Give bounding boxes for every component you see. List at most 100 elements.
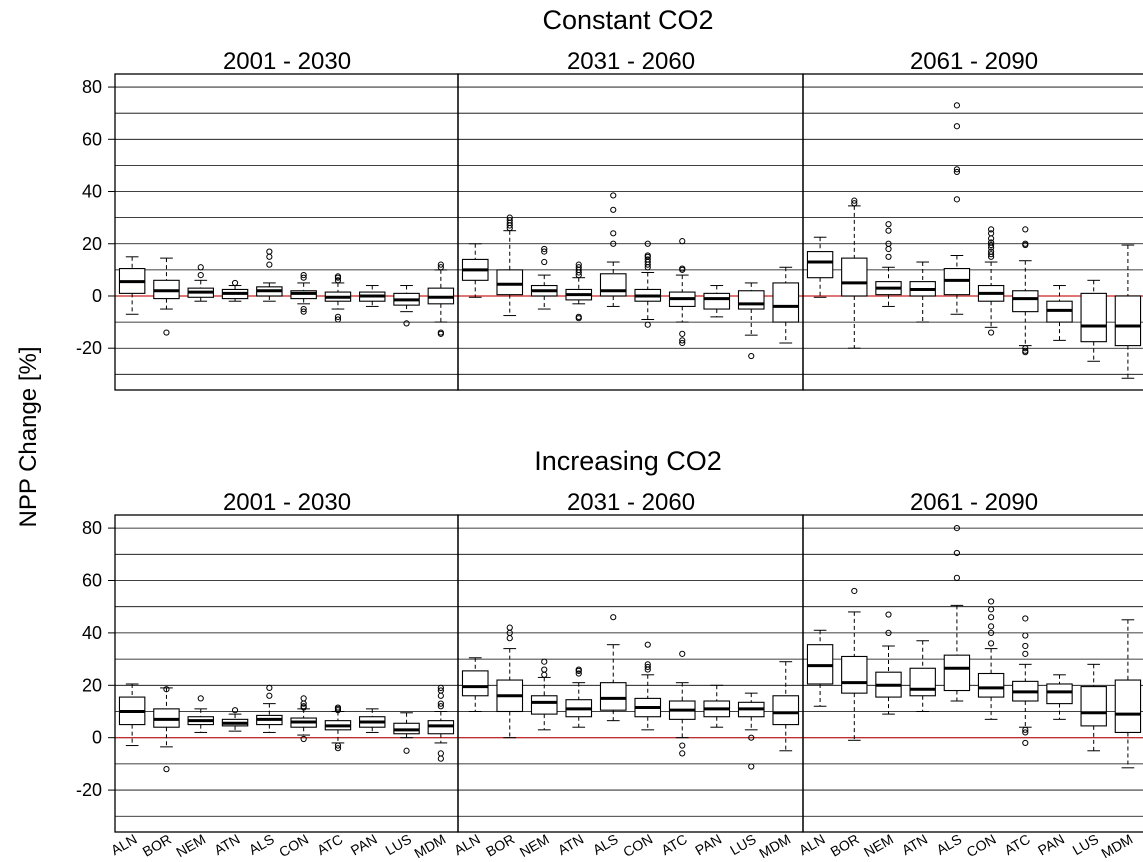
box: [737, 290, 765, 310]
box: [943, 654, 971, 692]
outlier-point: [403, 747, 410, 754]
outlier-point: [953, 166, 961, 173]
outlier-point: [644, 321, 651, 328]
outlier-point: [403, 320, 410, 327]
outlier-point: [644, 256, 651, 263]
x-category-label: CON: [620, 831, 655, 860]
outlier-point: [851, 587, 858, 595]
bottom-panel-3-label: 2061 - 2090: [910, 489, 1038, 516]
top-panel-3-label: 2061 - 2090: [910, 48, 1038, 75]
outlier-point: [610, 206, 617, 213]
box: [703, 292, 731, 310]
outlier-point: [300, 305, 307, 313]
outlier-point: [988, 248, 995, 255]
y-tick-label: 80: [82, 77, 102, 97]
x-category-label: MDM: [411, 831, 448, 862]
outlier-point: [437, 264, 444, 271]
outlier-point: [1022, 240, 1029, 247]
box: [496, 269, 524, 296]
outlier-point: [437, 700, 444, 707]
outlier-point: [679, 339, 686, 347]
outlier-point: [437, 330, 444, 337]
box: [909, 667, 936, 697]
outlier-point: [300, 695, 307, 702]
outlier-point: [541, 671, 548, 678]
x-category-label: MDM: [1098, 831, 1135, 862]
x-category-label: BOR: [828, 831, 862, 860]
box: [1046, 683, 1073, 705]
outlier-point: [300, 735, 307, 743]
outlier-point: [437, 692, 444, 699]
outlier-point: [644, 661, 651, 668]
outlier-point: [197, 264, 204, 271]
outlier-point: [953, 196, 961, 203]
top-chart: Constant CO2 2001 - 2030 2031 - 2060 206…: [223, 5, 1038, 75]
x-category-label: ATN: [899, 831, 930, 858]
y-tick-label: 40: [82, 623, 102, 643]
y-tick-label: 0: [92, 286, 102, 306]
bottom-chart-title: Increasing CO2: [534, 446, 722, 476]
outlier-point: [953, 549, 961, 557]
outlier-point: [437, 703, 444, 710]
outlier-point: [437, 755, 444, 762]
y-tick-label: 40: [82, 182, 102, 202]
outlier-point: [988, 235, 995, 242]
outlier-point: [1022, 345, 1029, 352]
outlier-point: [575, 264, 582, 271]
top-panel-1-label: 2001 - 2030: [223, 48, 351, 75]
outlier-point: [506, 217, 513, 224]
panel-frame: [802, 514, 1143, 833]
outlier-point: [953, 168, 961, 176]
outlier-point: [437, 684, 444, 692]
outlier-point: [437, 750, 444, 757]
outlier-point: [988, 614, 995, 621]
box: [841, 257, 868, 297]
x-category-label: ALS: [590, 831, 621, 858]
outlier-point: [988, 329, 995, 336]
box: [1012, 290, 1039, 313]
y-tick-label: 60: [82, 570, 102, 590]
outlier-point: [1022, 729, 1029, 736]
top-chart-title: Constant CO2: [542, 5, 713, 35]
outlier-point: [610, 614, 617, 621]
outlier-point: [644, 663, 651, 671]
outlier-point: [885, 611, 892, 618]
outlier-point: [197, 271, 204, 279]
outlier-point: [506, 214, 513, 221]
box: [977, 672, 1005, 698]
x-category-label: ALN: [796, 831, 828, 858]
x-category-label: MDM: [756, 831, 793, 862]
outlier-point: [885, 629, 892, 636]
box: [1080, 292, 1107, 343]
outlier-point: [885, 253, 892, 260]
outlier-point: [1022, 642, 1029, 650]
outlier-point: [748, 763, 755, 770]
outlier-point: [1022, 226, 1029, 233]
outlier-point: [334, 277, 342, 284]
bottom-chart: Increasing CO2 2001 - 2030 2031 - 2060 2…: [223, 446, 1038, 516]
x-category-label: CON: [964, 831, 999, 860]
outlier-point: [334, 316, 342, 323]
outlier-point: [266, 248, 273, 255]
outlier-point: [953, 123, 961, 130]
x-category-label: CON: [276, 831, 311, 860]
outlier-point: [163, 329, 170, 336]
outlier-point: [885, 221, 892, 228]
y-axis-label: NPP Change [%]: [15, 347, 42, 528]
box: [772, 282, 800, 323]
y-tick-label: -20: [76, 338, 102, 358]
outlier-point: [541, 245, 548, 253]
outlier-point: [988, 629, 995, 636]
outlier-point: [679, 265, 686, 272]
x-category-label: ATC: [1001, 831, 1032, 858]
box: [772, 695, 800, 726]
outlier-point: [575, 666, 582, 673]
outlier-point: [266, 253, 273, 260]
x-category-label: LUS: [382, 831, 414, 858]
outlier-point: [541, 666, 548, 673]
x-category-label: PAN: [1035, 831, 1067, 859]
bottom-panel-2-label: 2031 - 2060: [567, 489, 695, 516]
box: [1114, 295, 1142, 347]
outlier-point: [300, 274, 307, 281]
